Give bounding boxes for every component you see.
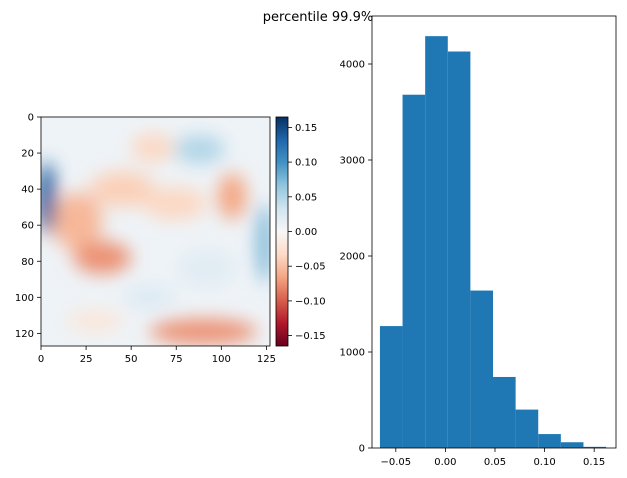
heatmap-blob [141,187,207,220]
heatmap-blob [174,135,225,164]
heatmap-blob [73,241,132,274]
colorbar-tick-label: −0.15 [295,331,326,342]
histogram-frame [371,15,617,449]
histogram-y-tick-label: 3000 [340,156,365,167]
histogram-bar [560,442,584,448]
heatmap-blob [178,250,236,287]
heatmap-features [41,133,270,345]
histogram-bar [470,290,494,448]
colorbar-ticks: 0.15 0.10 0.05 0.00 −0.05 −0.10 −0.15 [288,123,326,342]
heatmap-x-tick-label: 50 [125,354,138,365]
heatmap-blob [123,286,175,309]
heatmap-blob [41,162,56,235]
histogram-y-tick-label: 0 [359,444,365,455]
histogram-panel: −0.05 0.00 0.05 0.10 0.15 0 1000 2000 3000 4000 [340,15,617,468]
heatmap-x-tick-label: 125 [257,354,276,365]
histogram-bar [425,36,448,448]
colorbar-tick-label: 0.05 [295,192,317,203]
heatmap-blob [89,171,155,208]
histogram-bar [538,434,561,448]
heatmap-x-tick-label: 75 [170,354,183,365]
histogram-bar [583,446,607,448]
heatmap-y-tick-label: 120 [15,329,34,340]
heatmap-y-tick-label: 0 [28,113,34,124]
heatmap-frame [40,116,271,347]
heatmap-y-ticks: 0 20 40 60 80 100 120 [15,113,41,340]
histogram-bar [402,94,426,448]
histogram-x-tick-label: 0.00 [434,457,456,468]
heatmap-y-tick-label: 80 [21,257,34,268]
heatmap-blob [149,318,258,345]
histogram-y-ticks: 0 1000 2000 3000 4000 [340,60,372,455]
heatmap-x-ticks: 0 25 50 75 100 125 [38,346,276,365]
heatmap-blob [66,309,124,332]
heatmap-blob [217,172,247,220]
histogram-x-tick-label: −0.05 [380,457,411,468]
colorbar-gradient [275,116,289,347]
histogram-x-tick-label: 0.05 [484,457,506,468]
histogram-y-tick-label: 4000 [340,60,365,71]
colorbar-tick-label: −0.10 [295,296,326,307]
heatmap-x-tick-label: 100 [212,354,231,365]
histogram-y-tick-label: 2000 [340,252,365,263]
colorbar-tick-label: 0.10 [295,158,317,169]
histogram-x-tick-label: 0.15 [583,457,605,468]
histogram-bars [379,36,607,449]
colorbar-tick-label: −0.05 [295,262,326,273]
heatmap-y-tick-label: 100 [15,293,34,304]
heatmap-blob [131,133,175,163]
colorbar-tick-label: 0.15 [295,123,317,134]
histogram-bar [447,51,471,449]
heatmap-y-tick-label: 60 [21,221,34,232]
histogram-x-ticks: −0.05 0.00 0.05 0.10 0.15 [380,448,605,468]
figure-suptitle: percentile 99.9% [263,10,373,25]
histogram-bar [379,326,403,448]
histogram-bar [493,376,516,448]
heatmap-y-tick-label: 40 [21,185,34,196]
colorbar: 0.15 0.10 0.05 0.00 −0.05 −0.10 −0.15 [275,116,326,347]
colorbar-tick-label: 0.00 [295,227,317,238]
heatmap-blob [51,192,103,251]
histogram-y-tick-label: 1000 [340,348,365,359]
histogram-bar [515,409,539,448]
heatmap-blob [257,203,270,283]
histogram-x-tick-label: 0.10 [533,457,555,468]
heatmap-x-tick-label: 0 [38,354,44,365]
heatmap-y-tick-label: 20 [21,149,34,160]
heatmap-x-tick-label: 25 [80,354,93,365]
